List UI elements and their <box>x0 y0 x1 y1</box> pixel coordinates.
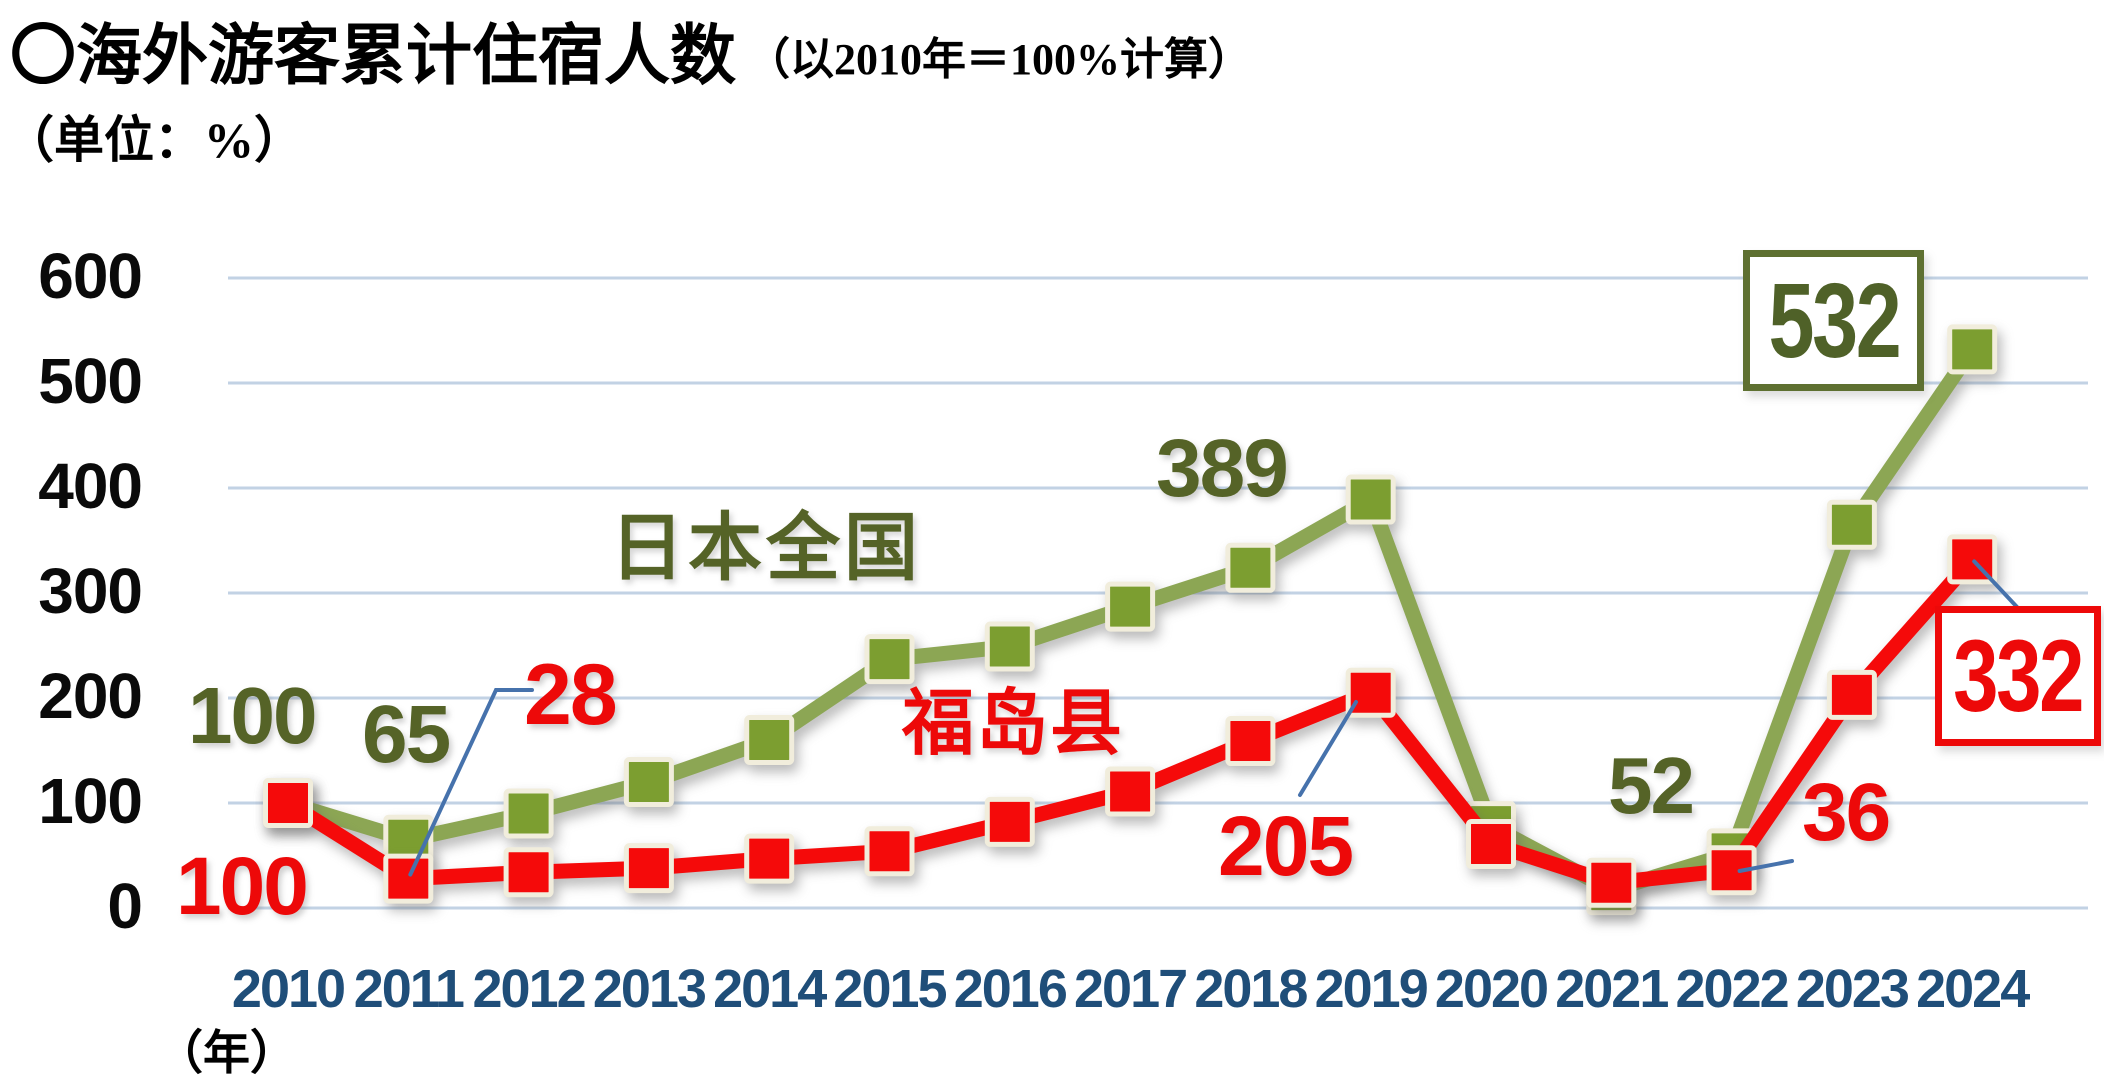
data-label-japan-2022: 52 <box>1608 741 1695 830</box>
data-label-japan-2024: 532 <box>1768 261 1901 380</box>
page-title-note: （以2010年＝100%计算） <box>746 35 1252 84</box>
series-fukushima-marker-2018 <box>1225 716 1276 767</box>
series-label-fukushima: 福岛县 <box>902 684 1125 764</box>
series-japan-marker-2012 <box>503 788 554 839</box>
series-japan-marker-2023 <box>1826 499 1877 550</box>
x-axis-unit-label: （年） <box>156 1028 297 1080</box>
series-japan-marker-2015 <box>864 634 915 685</box>
callout-box-japan-2024: 532 <box>1743 250 1924 391</box>
data-label-fukushima-2024: 332 <box>1953 619 2085 733</box>
x-axis-label-2012: 2012 <box>472 959 587 1019</box>
unit-label: （单位：%） <box>4 112 304 168</box>
series-fukushima-marker-2020 <box>1466 818 1516 869</box>
callout-line-28 <box>408 688 534 877</box>
data-label-japan-2019: 389 <box>1156 423 1289 514</box>
x-axis-label-2018: 2018 <box>1194 959 1308 1019</box>
callout-line-332 <box>1972 559 2019 609</box>
data-label-fukushima-2019: 205 <box>1218 799 1354 893</box>
page-title: 〇海外游客累计住宿人数 <box>10 20 736 93</box>
x-axis-label-2016: 2016 <box>953 959 1068 1019</box>
series-japan-marker-2017 <box>1105 581 1156 632</box>
callout-line-205 <box>1298 700 1358 797</box>
y-axis-label-200: 200 <box>38 660 143 732</box>
series-fukushima-marker-2015 <box>864 826 915 877</box>
series-label-japan: 日本全国 <box>610 508 922 590</box>
series-japan-marker-2013 <box>623 757 674 807</box>
data-label-fukushima-2022: 36 <box>1802 767 1891 858</box>
data-label-fukushima-2011: 28 <box>524 647 618 743</box>
y-axis-label-400: 400 <box>38 450 143 522</box>
series-japan-marker-2019 <box>1345 474 1396 525</box>
data-label-fukushima-2010: 100 <box>176 841 309 932</box>
chart-title-row: 〇海外游客累计住宿人数 （以2010年＝100%计算） <box>10 2 1252 98</box>
data-label-japan-2010: 100 <box>188 671 317 760</box>
data-label-japan-2011: 65 <box>362 689 451 780</box>
callout-box-fukushima-2024: 332 <box>1935 606 2101 746</box>
x-axis-label-2020: 2020 <box>1434 959 1549 1019</box>
series-fukushima-marker-2012 <box>503 847 554 898</box>
y-axis-label-500: 500 <box>38 345 143 417</box>
series-fukushima-marker-2016 <box>984 796 1035 847</box>
y-axis-label-0: 0 <box>107 870 143 942</box>
series-fukushima-marker-2013 <box>623 843 674 894</box>
x-axis-label-2010: 2010 <box>231 959 346 1019</box>
series-fukushima-marker-2017 <box>1105 766 1156 817</box>
x-axis-label-2024: 2024 <box>1916 959 2030 1019</box>
series-fukushima-marker-2023 <box>1826 669 1877 720</box>
series-japan-marker-2014 <box>744 715 795 765</box>
series-fukushima <box>263 534 1998 908</box>
series-japan-marker-2024 <box>1947 324 1998 375</box>
y-axis-label-600: 600 <box>38 240 143 312</box>
callout-line-36 <box>1737 859 1794 873</box>
series-japan <box>263 324 1998 916</box>
x-axis-label-2019: 2019 <box>1314 959 1429 1019</box>
x-axis-label-2022: 2022 <box>1675 959 1790 1019</box>
series-fukushima-marker-2010 <box>263 778 313 828</box>
x-axis-label-2023: 2023 <box>1795 959 1910 1019</box>
y-axis-label-100: 100 <box>38 765 143 837</box>
series-fukushima-marker-2011 <box>383 853 434 904</box>
series-japan-marker-2018 <box>1225 542 1276 593</box>
x-axis-label-2011: 2011 <box>353 959 465 1019</box>
series-fukushima-marker-2021 <box>1586 857 1637 908</box>
x-axis-label-2013: 2013 <box>592 959 707 1019</box>
series-japan-marker-2016 <box>984 621 1035 672</box>
series-fukushima-marker-2014 <box>744 833 795 884</box>
x-axis-label-2014: 2014 <box>713 959 827 1019</box>
series-fukushima-marker-2019 <box>1345 667 1396 718</box>
x-axis-label-2017: 2017 <box>1074 959 1188 1019</box>
x-axis-label-2021: 2021 <box>1555 959 1669 1019</box>
x-axis-label-2015: 2015 <box>833 959 947 1019</box>
y-axis-label-300: 300 <box>38 555 143 627</box>
